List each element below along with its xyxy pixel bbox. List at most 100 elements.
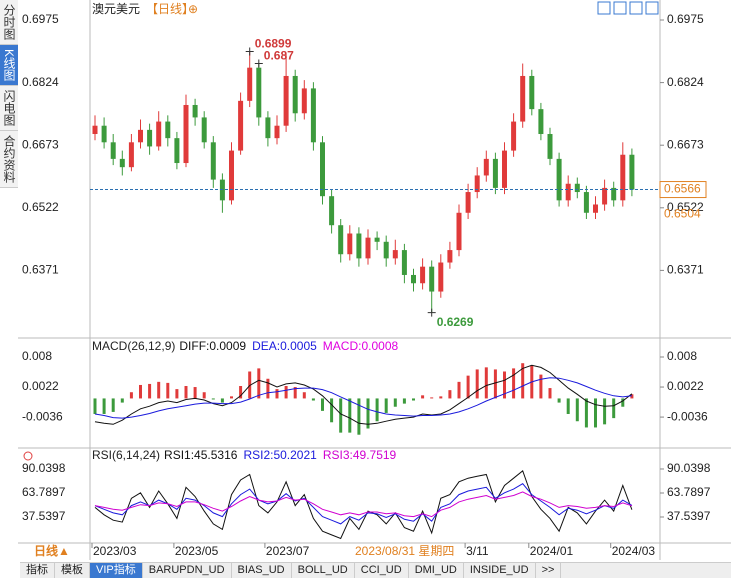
macd-bar <box>584 398 588 428</box>
high-marker <box>245 47 254 56</box>
y-tick-label: 0.6522 <box>22 200 59 214</box>
legend-entry: RSI1:45.5316 <box>164 448 238 462</box>
toolbar-icons[interactable] <box>597 1 659 15</box>
series-line <box>94 491 633 518</box>
legend-entry: RSI3:49.7519 <box>323 448 397 462</box>
y-tick-label: 0.6371 <box>667 263 704 277</box>
legend-entry: RSI2:50.2021 <box>243 448 317 462</box>
macd-bar <box>148 383 152 399</box>
macd-bar <box>175 389 179 399</box>
macd-bar <box>157 381 161 399</box>
candle-body <box>593 204 598 213</box>
candle-body <box>611 187 617 201</box>
bottom-tab[interactable]: CCI_UD <box>355 563 409 578</box>
series-line <box>94 469 633 540</box>
candle-body <box>574 183 580 193</box>
candle-body <box>247 67 253 101</box>
candle-body <box>338 225 344 255</box>
macd-bar <box>621 398 625 407</box>
macd-bar <box>193 387 197 399</box>
candle-body <box>101 125 107 143</box>
last-price-box <box>659 181 707 199</box>
candle-body <box>292 75 298 114</box>
title-icon[interactable]: ⊕ <box>188 2 198 16</box>
candle-body <box>492 158 498 188</box>
macd-bar <box>630 394 634 399</box>
y-tick-label: 0.6673 <box>667 137 704 151</box>
macd-bar <box>293 387 297 399</box>
bottom-tab[interactable]: BIAS_UD <box>232 563 292 578</box>
macd-bar <box>321 398 324 411</box>
legend-entry: MACD:0.0008 <box>323 339 399 353</box>
y-tick-label: 0.008 <box>22 349 52 363</box>
candle-body <box>192 104 198 118</box>
candle-body <box>329 196 335 226</box>
sidebar-tab[interactable]: 合约资料 <box>0 131 18 189</box>
candle-body <box>265 117 271 139</box>
candle-body <box>547 134 553 159</box>
y-tick-label: 37.5397 <box>22 509 66 523</box>
macd-bar <box>384 398 388 413</box>
macd-bar <box>493 369 497 399</box>
bottom-tab[interactable]: DMI_UD <box>409 563 464 578</box>
high-marker <box>254 59 263 68</box>
candle-body <box>165 121 171 139</box>
macd-bar <box>302 392 306 399</box>
bottom-tab[interactable]: BOLL_UD <box>292 563 355 578</box>
y-tick-label: 0.6673 <box>22 137 59 151</box>
macd-bar <box>575 398 579 422</box>
candle-body <box>229 150 234 201</box>
y-tick-label: 0.6975 <box>667 12 704 26</box>
series-line <box>94 483 633 525</box>
bottom-tab[interactable]: INSIDE_UD <box>464 563 536 578</box>
macd-bar <box>230 396 233 399</box>
macd-bar <box>412 398 415 401</box>
x-tick-label: 2023/05 <box>175 544 219 558</box>
second-price-label: 0.6504 <box>664 207 701 221</box>
candle-body <box>110 142 116 159</box>
candle-body <box>438 262 444 292</box>
candle-body <box>456 212 462 251</box>
candle-body <box>201 117 207 143</box>
panel-title: RSI(6,14,24) <box>92 448 160 462</box>
x-tick-label: 2024/03 <box>612 544 656 558</box>
sidebar-tab[interactable]: 分时图 <box>0 0 18 45</box>
sidebar-tab[interactable]: K线图 <box>0 45 18 87</box>
macd-bar <box>430 397 434 399</box>
macd-bar <box>457 381 461 399</box>
candle-body <box>128 142 134 168</box>
macd-bar <box>603 398 607 425</box>
macd-bar <box>448 390 452 399</box>
candle-body <box>556 158 562 201</box>
candle-body <box>420 266 426 284</box>
bottom-tab[interactable]: >> <box>536 563 562 578</box>
bottom-tab[interactable]: VIP指标 <box>90 563 143 578</box>
series-line <box>94 377 632 419</box>
macd-bar <box>357 398 361 435</box>
macd-bar <box>548 388 552 399</box>
macd-bar <box>102 398 106 414</box>
sidebar-tab[interactable]: 闪电图 <box>0 86 18 132</box>
x-tick-label: 2023/07 <box>266 544 310 558</box>
candle-body <box>119 158 125 168</box>
candle-body <box>565 183 571 201</box>
period-label[interactable]: 日线▲ <box>34 543 70 558</box>
bottom-tab[interactable]: 指标 <box>20 563 55 578</box>
macd-bar <box>284 386 288 399</box>
bottom-tab[interactable]: BARUPDN_UD <box>143 563 232 578</box>
y-tick-label: 0.0022 <box>22 379 59 393</box>
candle-body <box>602 187 608 205</box>
macd-bar <box>466 375 470 399</box>
chart-title: 澳元美元 <box>92 2 140 16</box>
candle-body <box>147 129 153 147</box>
rsi-icon[interactable] <box>23 451 33 461</box>
macd-bar <box>275 389 279 399</box>
candle-body <box>310 88 316 143</box>
macd-bar <box>557 398 561 403</box>
bottom-tab[interactable]: 模板 <box>55 563 90 578</box>
macd-bar <box>129 392 133 399</box>
y-tick-label: -0.0036 <box>22 409 63 423</box>
bg <box>18 0 731 562</box>
candle-body <box>474 175 480 193</box>
